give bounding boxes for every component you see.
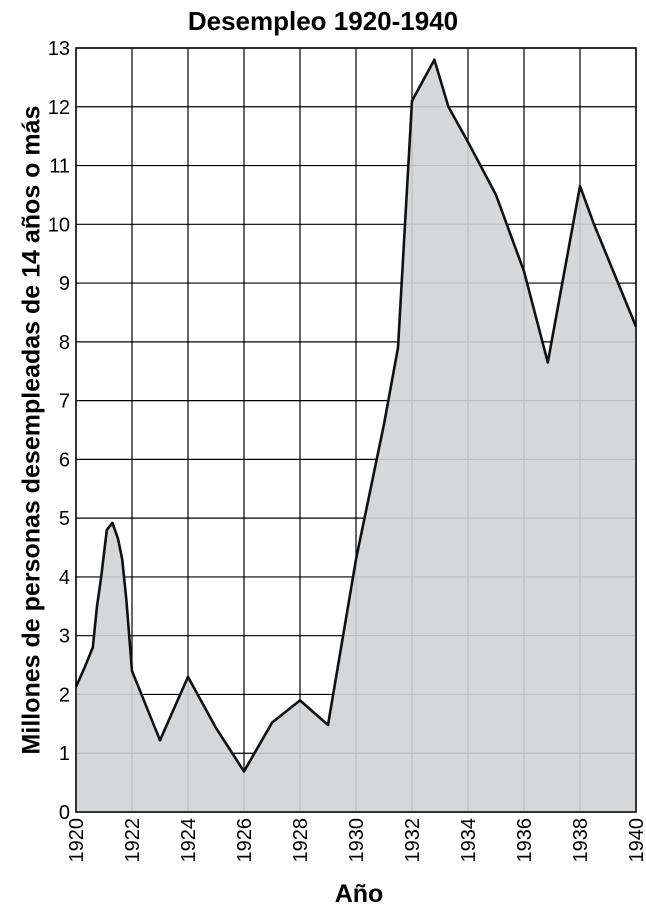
y-tick-label: 5: [59, 508, 70, 530]
area-fill: [76, 59, 636, 812]
y-tick-label: 11: [49, 156, 70, 178]
y-tick-label: 7: [59, 391, 70, 413]
plot-frame: [75, 47, 637, 813]
y-tick-label: 9: [59, 273, 70, 295]
y-tick-label: 8: [59, 332, 70, 354]
y-tick-label: 3: [59, 626, 70, 648]
x-tick-label: 1932: [402, 818, 424, 863]
x-tick-label: 1938: [570, 818, 592, 863]
x-tick-label: 1926: [234, 818, 256, 863]
x-tick-labels: 1920 1922 1924 1926 1928 1930 1932 1934 1936 1938…: [66, 818, 646, 863]
x-tick-label: 1930: [346, 818, 368, 863]
y-tick-label: 0: [59, 802, 70, 824]
y-tick-label: 1: [59, 743, 70, 765]
x-tick-label: 1924: [178, 818, 200, 863]
y-tick-label: 4: [59, 567, 70, 589]
y-tick-label: 2: [59, 684, 70, 706]
x-tick-label: 1928: [290, 818, 312, 863]
y-tick-label: 6: [59, 449, 70, 471]
y-tick-label: 12: [48, 97, 70, 119]
x-tick-label: 1920: [66, 818, 88, 863]
y-tick-label: 13: [48, 38, 70, 60]
x-axis-label: Año: [334, 880, 384, 908]
x-tick-label: 1934: [458, 818, 480, 863]
y-tick-label: 10: [48, 214, 70, 236]
x-tick-label: 1922: [122, 818, 144, 863]
x-tick-label: 1936: [514, 818, 536, 863]
chart-title: Desempleo 1920-1940: [187, 6, 459, 36]
x-tick-label: 1940: [626, 818, 646, 863]
series-line: [74, 58, 638, 773]
